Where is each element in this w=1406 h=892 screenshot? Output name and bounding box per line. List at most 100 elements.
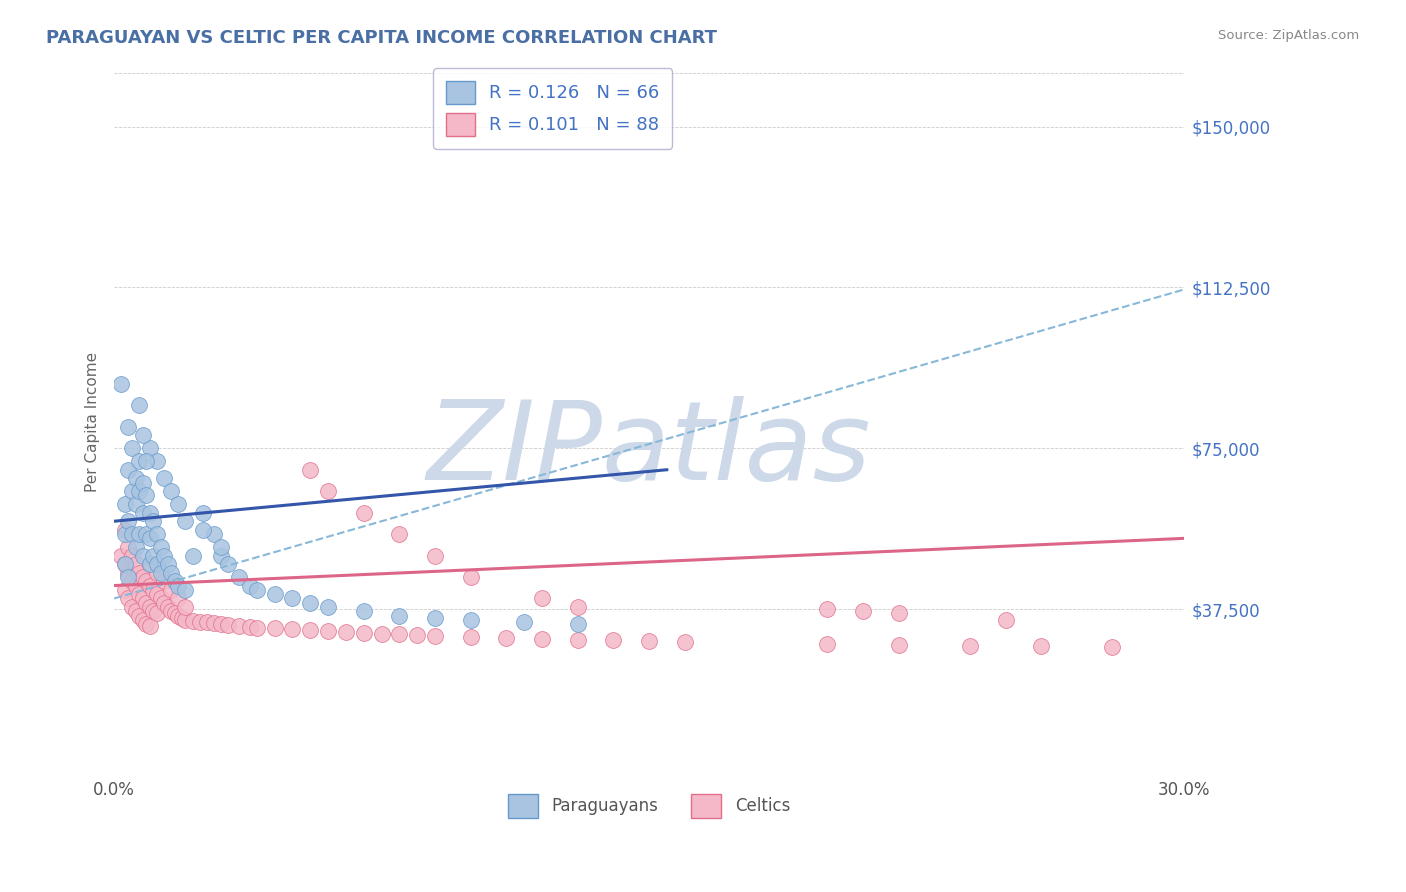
Point: [124, 497, 146, 511]
Point: [370, 626, 392, 640]
Point: [174, 613, 197, 627]
Text: PARAGUAYAN VS CELTIC PER CAPITA INCOME CORRELATION CHART: PARAGUAYAN VS CELTIC PER CAPITA INCOME C…: [46, 29, 717, 47]
Point: [139, 557, 162, 571]
Point: [132, 570, 155, 584]
Point: [128, 484, 150, 499]
Point: [121, 574, 143, 589]
Point: [153, 471, 176, 485]
Point: [114, 557, 136, 571]
Point: [167, 578, 190, 592]
Point: [110, 549, 132, 563]
Point: [388, 627, 411, 641]
Point: [160, 604, 183, 618]
Point: [299, 463, 322, 477]
Point: [193, 506, 215, 520]
Point: [316, 599, 339, 614]
Point: [423, 549, 446, 563]
Point: [117, 570, 139, 584]
Point: [316, 624, 339, 638]
Point: [139, 506, 162, 520]
Point: [281, 591, 304, 606]
Point: [110, 376, 132, 391]
Point: [299, 623, 322, 637]
Point: [815, 602, 838, 616]
Point: [246, 582, 269, 597]
Point: [188, 615, 211, 629]
Point: [153, 549, 176, 563]
Point: [531, 591, 554, 606]
Point: [388, 608, 411, 623]
Point: [124, 604, 146, 618]
Point: [815, 637, 838, 651]
Point: [132, 428, 155, 442]
Point: [174, 599, 197, 614]
Point: [128, 398, 150, 412]
Point: [202, 616, 225, 631]
Point: [124, 557, 146, 571]
Point: [139, 532, 162, 546]
Point: [117, 514, 139, 528]
Point: [156, 557, 179, 571]
Point: [513, 615, 536, 629]
Point: [121, 599, 143, 614]
Point: [121, 442, 143, 456]
Point: [132, 613, 155, 627]
Point: [195, 615, 218, 630]
Point: [135, 454, 157, 468]
Point: [132, 506, 155, 520]
Point: [139, 599, 162, 614]
Point: [149, 591, 172, 606]
Point: [567, 599, 589, 614]
Point: [163, 607, 186, 621]
Point: [121, 527, 143, 541]
Point: [132, 475, 155, 490]
Point: [135, 596, 157, 610]
Point: [167, 497, 190, 511]
Point: [132, 549, 155, 563]
Point: [887, 638, 910, 652]
Point: [994, 613, 1017, 627]
Point: [135, 574, 157, 589]
Point: [887, 607, 910, 621]
Point: [149, 566, 172, 580]
Point: [160, 484, 183, 499]
Point: [156, 599, 179, 614]
Point: [114, 582, 136, 597]
Point: [228, 570, 250, 584]
Point: [132, 591, 155, 606]
Point: [181, 549, 204, 563]
Point: [460, 613, 482, 627]
Point: [160, 582, 183, 597]
Point: [1101, 640, 1123, 655]
Point: [246, 621, 269, 635]
Point: [114, 557, 136, 571]
Point: [139, 442, 162, 456]
Point: [142, 604, 165, 618]
Point: [406, 628, 429, 642]
Point: [673, 635, 696, 649]
Point: [353, 604, 375, 618]
Text: Source: ZipAtlas.com: Source: ZipAtlas.com: [1219, 29, 1360, 43]
Legend: Paraguayans, Celtics: Paraguayans, Celtics: [501, 788, 797, 824]
Point: [174, 514, 197, 528]
Point: [239, 578, 262, 592]
Y-axis label: Per Capita Income: Per Capita Income: [86, 351, 100, 491]
Point: [117, 420, 139, 434]
Point: [114, 527, 136, 541]
Point: [146, 566, 169, 580]
Point: [146, 607, 169, 621]
Point: [142, 514, 165, 528]
Point: [167, 591, 190, 606]
Point: [142, 549, 165, 563]
Point: [299, 596, 322, 610]
Point: [495, 631, 517, 645]
Point: [217, 618, 239, 632]
Point: [146, 454, 169, 468]
Point: [638, 634, 661, 648]
Point: [202, 527, 225, 541]
Point: [124, 471, 146, 485]
Point: [423, 629, 446, 643]
Point: [124, 540, 146, 554]
Point: [239, 620, 262, 634]
Point: [146, 587, 169, 601]
